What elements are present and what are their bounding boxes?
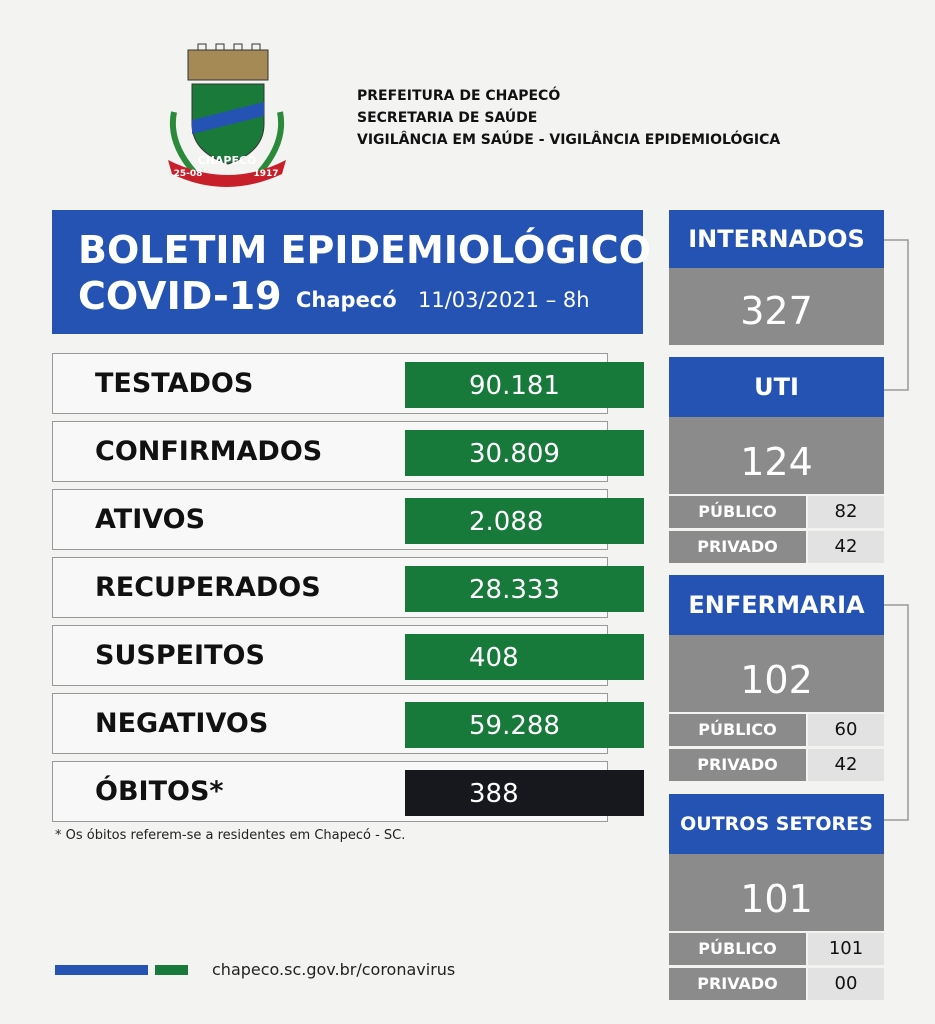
brackets: [884, 239, 909, 821]
footer-bar-green: [155, 965, 188, 975]
stat-row: ÓBITOS* 388: [52, 761, 644, 822]
stat-row: SUSPEITOS 408: [52, 625, 644, 686]
header-line: SECRETARIA DE SAÚDE: [357, 110, 538, 126]
stat-value: 30.809: [469, 439, 560, 469]
breakdown-value: 42: [808, 531, 884, 563]
stat-value: 408: [469, 643, 519, 673]
breakdown-label: PRIVADO: [669, 531, 806, 563]
breakdown-value: 00: [808, 968, 884, 1000]
stat-label: ÓBITOS*: [95, 776, 224, 807]
stat-row: ATIVOS 2.088: [52, 489, 644, 550]
footer-url: chapeco.sc.gov.br/coronavirus: [212, 960, 456, 979]
stat-value-box: 30.809: [405, 430, 644, 476]
stat-label: NEGATIVOS: [95, 708, 269, 739]
stat-value: 59.288: [469, 711, 560, 741]
logo: CHAPECÓ 25-08 1917: [168, 43, 286, 187]
breakdown-value: 101: [808, 933, 884, 965]
sector-total: 102: [669, 635, 884, 712]
stat-value-box: 2.088: [405, 498, 644, 544]
sector-header: UTI: [669, 357, 884, 417]
footer-bar-blue: [55, 965, 148, 975]
stat-label: TESTADOS: [95, 368, 254, 399]
stat-row: NEGATIVOS 59.288: [52, 693, 644, 754]
crown: [187, 49, 269, 81]
sector-total: 101: [669, 854, 884, 931]
header-line: VIGILÂNCIA EM SAÚDE - VIGILÂNCIA EPIDEMI…: [357, 132, 781, 148]
stat-value-box: 28.333: [405, 566, 644, 612]
stat-value-box: 408: [405, 634, 644, 680]
logo-name: CHAPECÓ: [198, 154, 257, 167]
stat-label: CONFIRMADOS: [95, 436, 323, 467]
logo-year: 1917: [253, 169, 278, 179]
stat-value: 2.088: [469, 507, 544, 537]
sector-total: 124: [669, 417, 884, 494]
title-city: Chapecó: [296, 288, 397, 312]
stat-value-box: 388: [405, 770, 644, 816]
sector-header: INTERNADOS: [669, 210, 884, 268]
stat-label: SUSPEITOS: [95, 640, 265, 671]
sector-total: 327: [669, 268, 884, 345]
stat-row: TESTADOS 90.181: [52, 353, 644, 414]
title-box: BOLETIM EPIDEMIOLÓGICO COVID-19 Chapecó …: [52, 210, 651, 334]
sector-header: ENFERMARIA: [669, 575, 884, 635]
stat-label: ATIVOS: [95, 504, 206, 535]
logo-day: 25-08: [174, 169, 203, 179]
shield-band: [192, 102, 264, 134]
breakdown-label: PRIVADO: [669, 968, 806, 1000]
breakdown-label: PRIVADO: [669, 749, 806, 781]
breakdown-label: PÚBLICO: [669, 933, 806, 965]
laurels: [169, 111, 285, 174]
stat-value-box: 90.181: [405, 362, 644, 408]
title-line1: BOLETIM EPIDEMIOLÓGICO: [78, 228, 651, 272]
breakdown-label: PÚBLICO: [669, 496, 806, 528]
footnote: * Os óbitos referem-se a residentes em C…: [55, 828, 406, 843]
crown-battlements: [188, 43, 261, 51]
breakdown-label: PÚBLICO: [669, 714, 806, 746]
stat-row: RECUPERADOS 28.333: [52, 557, 644, 618]
breakdown-value: 82: [808, 496, 884, 528]
title-line2: COVID-19: [78, 274, 282, 318]
header-line: PREFEITURA DE CHAPECÓ: [357, 88, 561, 104]
stat-label: RECUPERADOS: [95, 572, 321, 603]
breakdown-value: 42: [808, 749, 884, 781]
sector-header: OUTROS SETORES: [669, 794, 884, 854]
title-date: 11/03/2021 – 8h: [418, 288, 590, 312]
stat-row: CONFIRMADOS 30.809: [52, 421, 644, 482]
stat-value: 28.333: [469, 575, 560, 605]
breakdown-value: 60: [808, 714, 884, 746]
stat-value: 388: [469, 779, 519, 809]
stat-value-box: 59.288: [405, 702, 644, 748]
stat-value: 90.181: [469, 371, 560, 401]
ribbon: [168, 160, 286, 187]
